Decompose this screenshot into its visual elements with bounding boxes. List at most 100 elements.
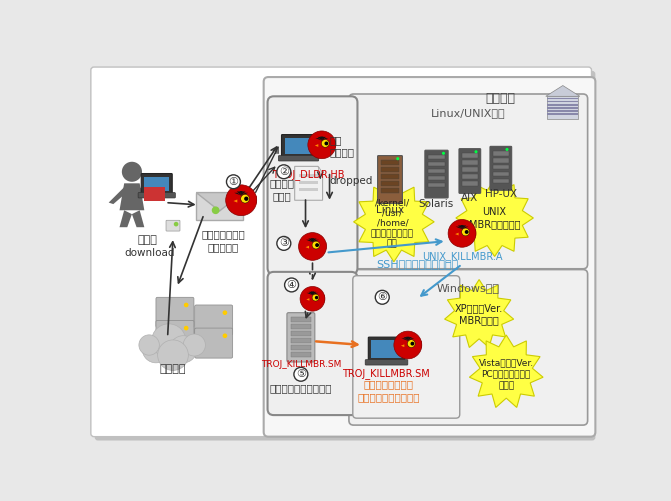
FancyBboxPatch shape [268,96,358,274]
Polygon shape [458,225,462,229]
FancyBboxPatch shape [195,305,233,335]
Bar [291,331,311,336]
Polygon shape [401,338,408,341]
Polygon shape [456,179,533,257]
Text: 集中管理ツールが
不正プログラムを配布: 集中管理ツールが 不正プログラムを配布 [357,380,419,402]
Circle shape [277,236,291,250]
Circle shape [462,228,470,236]
Polygon shape [329,141,336,149]
Bar [380,181,399,186]
Bar [548,98,578,99]
Polygon shape [309,238,313,242]
FancyBboxPatch shape [268,272,358,415]
Bar [380,174,399,179]
Circle shape [299,232,327,261]
Bar [462,181,478,186]
Polygon shape [311,292,314,295]
Polygon shape [306,298,309,301]
Bar [291,345,311,350]
Polygon shape [311,238,314,242]
Circle shape [152,324,186,358]
Text: 偉サイト
を表示: 偉サイト を表示 [269,178,294,201]
Polygon shape [445,280,513,348]
Bar [380,167,399,172]
Polygon shape [313,240,319,242]
Text: TROJ_DLDR.HB: TROJ_DLDR.HB [272,169,345,180]
Polygon shape [306,240,313,242]
Polygon shape [404,337,408,341]
Polygon shape [322,137,326,141]
Circle shape [325,141,328,145]
Text: ③: ③ [279,238,289,248]
Bar [462,167,478,172]
Circle shape [244,196,248,201]
Bar [380,160,399,165]
Polygon shape [460,225,464,229]
Polygon shape [354,182,434,262]
Polygon shape [234,199,238,202]
Text: UNIX
MBR情報を消去: UNIX MBR情報を消去 [469,207,521,229]
FancyBboxPatch shape [166,220,180,231]
Circle shape [184,326,189,330]
Polygon shape [462,225,466,229]
Text: 集中管理ツールサーバ: 集中管理ツールサーバ [270,384,332,393]
Polygon shape [241,191,246,195]
Bar [291,338,311,343]
FancyBboxPatch shape [287,313,315,362]
FancyBboxPatch shape [195,328,233,358]
Circle shape [285,278,299,292]
Bar [548,110,578,112]
Text: 標的組織: 標的組織 [486,93,516,105]
FancyBboxPatch shape [459,149,480,193]
Text: ⑥: ⑥ [377,292,387,302]
Text: XP以前のVer.
MBRを破壊: XP以前のVer. MBRを破壊 [455,303,503,326]
Bar [144,187,165,201]
FancyBboxPatch shape [278,156,319,161]
Text: ④: ④ [287,280,297,290]
Circle shape [505,148,509,151]
FancyBboxPatch shape [425,150,448,198]
Circle shape [407,340,415,348]
FancyBboxPatch shape [353,276,460,418]
Text: Solaris: Solaris [419,199,454,209]
Polygon shape [307,293,313,295]
Bar [285,138,313,154]
Circle shape [158,340,189,370]
Bar [299,174,318,177]
FancyBboxPatch shape [138,192,175,198]
Circle shape [465,230,468,234]
Bar [428,169,445,173]
Polygon shape [119,183,144,210]
FancyBboxPatch shape [368,337,405,361]
Circle shape [183,334,205,356]
Bar [548,101,578,103]
Bar [428,155,445,159]
Polygon shape [406,337,409,341]
Circle shape [394,331,422,359]
Polygon shape [546,86,580,96]
Text: ②: ② [279,167,289,177]
Polygon shape [319,295,325,303]
FancyBboxPatch shape [156,320,194,350]
Polygon shape [234,193,241,195]
FancyBboxPatch shape [282,135,315,157]
Text: TROJ_KILLMBR.SM: TROJ_KILLMBR.SM [261,360,341,369]
Bar [428,182,445,187]
Polygon shape [313,293,319,295]
Bar [548,104,578,106]
Bar [299,181,318,184]
Text: 攻撃張盤: 攻撃張盤 [160,364,187,374]
FancyBboxPatch shape [141,173,172,194]
FancyBboxPatch shape [349,94,588,269]
Circle shape [474,150,478,153]
Circle shape [174,222,178,226]
Polygon shape [241,193,248,195]
Polygon shape [119,210,132,227]
Polygon shape [237,191,241,195]
Polygon shape [309,292,313,295]
Polygon shape [138,187,154,201]
Bar [428,162,445,166]
Circle shape [225,185,257,215]
Polygon shape [408,338,414,341]
Polygon shape [305,246,309,248]
